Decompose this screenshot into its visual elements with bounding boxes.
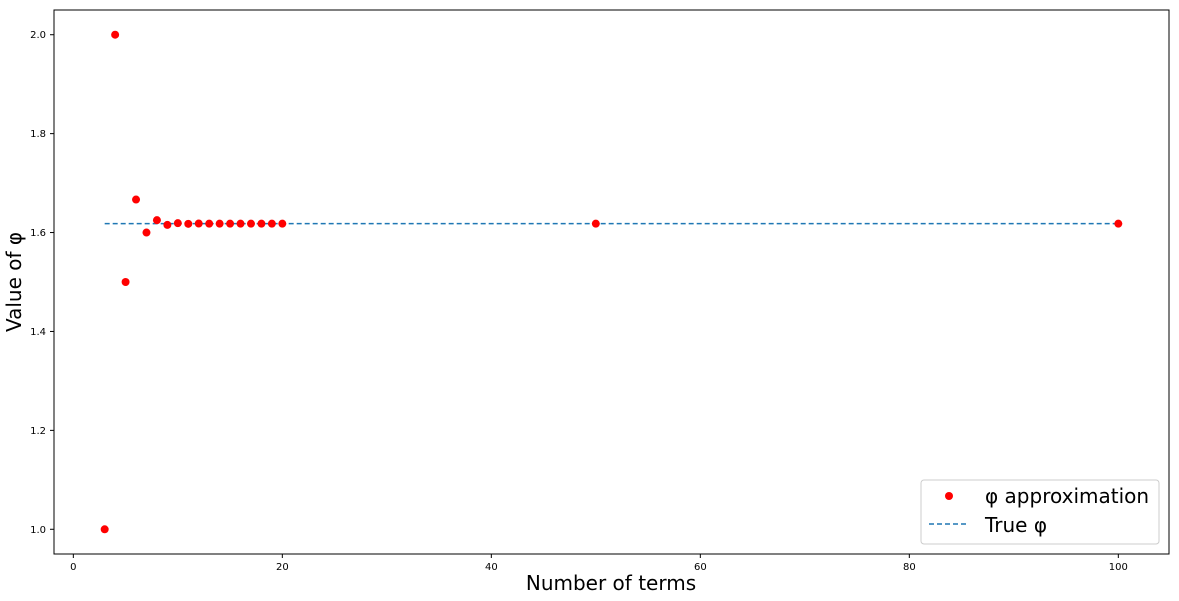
- legend-box: [920, 479, 1160, 545]
- x-axis-ticks: 0 20 40 60 80 100: [70, 554, 1128, 573]
- approximation-point: [100, 525, 109, 534]
- approximation-point: [278, 219, 287, 228]
- approximation-point: [257, 219, 266, 228]
- approximation-point: [267, 219, 276, 228]
- x-tick-label: 20: [276, 562, 289, 573]
- x-tick-label: 40: [485, 562, 498, 573]
- y-tick-label: 1.0: [30, 525, 46, 536]
- x-tick-label: 60: [694, 562, 707, 573]
- y-axis-ticks: 1.0 1.2 1.4 1.6 1.8 2.0: [30, 30, 54, 536]
- approximation-point: [111, 30, 120, 39]
- approximation-point: [205, 219, 214, 228]
- y-tick-label: 1.6: [30, 228, 46, 239]
- approximation-point: [184, 219, 193, 228]
- approximation-point: [226, 219, 235, 228]
- approximation-point: [152, 216, 161, 225]
- approximation-point: [142, 228, 151, 237]
- approximation-point: [132, 195, 141, 204]
- legend-marker-approximation: [945, 492, 953, 500]
- legend-label-true: True φ: [984, 513, 1047, 537]
- legend: φ approximation True φ: [920, 479, 1160, 545]
- y-tick-label: 1.2: [30, 426, 46, 437]
- approximation-point: [591, 219, 600, 228]
- series-layer: [100, 30, 1123, 534]
- approximation-point: [173, 219, 182, 228]
- approximation-point: [246, 219, 255, 228]
- x-tick-label: 80: [903, 562, 916, 573]
- x-tick-label: 100: [1109, 562, 1128, 573]
- legend-label-approximation: φ approximation: [985, 484, 1149, 508]
- y-tick-label: 1.4: [30, 327, 46, 338]
- approximation-point: [163, 220, 172, 229]
- approximation-point: [121, 278, 130, 286]
- y-axis-title: Value of φ: [2, 232, 26, 332]
- x-axis-title: Number of terms: [526, 571, 696, 595]
- x-tick-label: 0: [70, 562, 76, 573]
- plot-area: [53, 9, 1170, 555]
- y-tick-label: 1.8: [30, 129, 46, 140]
- approximation-point: [215, 219, 224, 228]
- approximation-point: [194, 219, 203, 228]
- approximation-point: [236, 219, 245, 228]
- y-tick-label: 2.0: [30, 30, 46, 41]
- approximation-point: [1114, 219, 1123, 228]
